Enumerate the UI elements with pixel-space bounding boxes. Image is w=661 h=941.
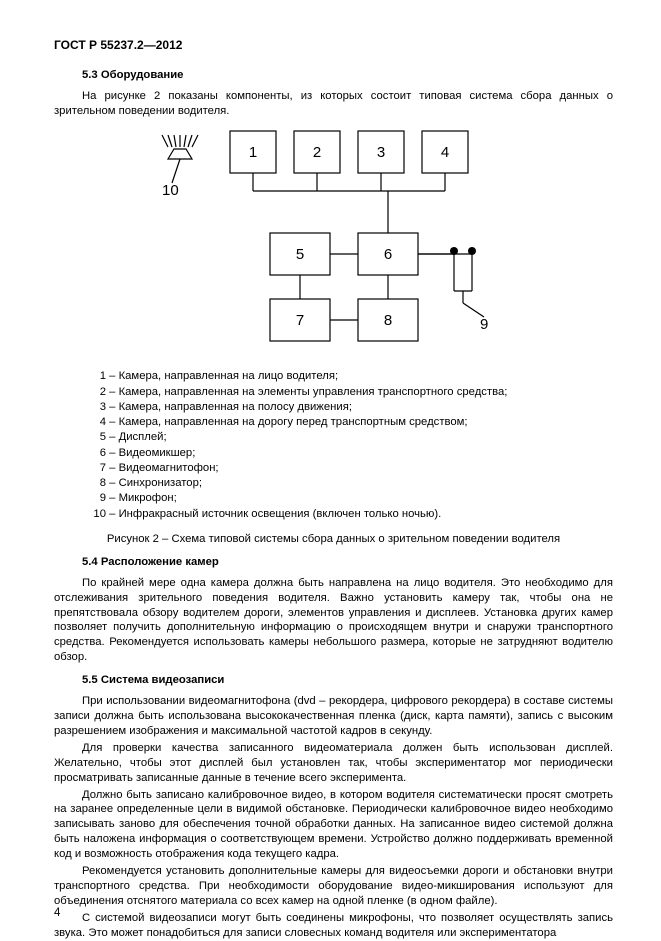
legend-item-text: Видеомагнитофон; <box>119 462 219 474</box>
legend-item: 9 – Микрофон; <box>92 491 613 506</box>
section-5-5-title: 5.5 Система видеозаписи <box>54 673 613 688</box>
svg-text:1: 1 <box>248 144 256 161</box>
legend-item-text: Камера, направленная на полосу движения; <box>119 401 352 413</box>
section-5-5-p2: Для проверки качества записанного видеом… <box>54 741 613 786</box>
figure-2-legend: 1 – Камера, направленная на лицо водител… <box>92 369 613 522</box>
legend-item: 3 – Камера, направленная на полосу движе… <box>92 400 613 415</box>
svg-text:6: 6 <box>383 246 391 263</box>
legend-item-number: 9 <box>92 491 106 506</box>
svg-text:3: 3 <box>376 144 384 161</box>
document-header: ГОСТ Р 55237.2—2012 <box>54 38 613 54</box>
legend-item-text: Инфракрасный источник освещения (включен… <box>119 508 442 520</box>
svg-text:2: 2 <box>312 144 320 161</box>
page-number: 4 <box>54 906 60 921</box>
section-5-3-p1: На рисунке 2 показаны компоненты, из кот… <box>54 89 613 119</box>
section-5-4-title: 5.4 Расположение камер <box>54 555 613 570</box>
legend-item-number: 5 <box>92 430 106 445</box>
page: ГОСТ Р 55237.2—2012 5.3 Оборудование На … <box>0 0 661 935</box>
diagram-svg: 10 1 2 3 4 5 6 7 8 9 <box>144 123 524 359</box>
section-5-5-p4: Рекомендуется установить дополнительные … <box>54 864 613 909</box>
legend-item: 6 – Видеомикшер; <box>92 446 613 461</box>
section-5-5-p3: Должно быть записано калибровочное видео… <box>54 788 613 863</box>
svg-text:8: 8 <box>383 312 391 329</box>
section-5-4-p1: По крайней мере одна камера должна быть … <box>54 576 613 665</box>
legend-item-text: Видеомикшер; <box>119 447 196 459</box>
legend-item-number: 4 <box>92 415 106 430</box>
legend-item: 10 – Инфракрасный источник освещения (вк… <box>92 507 613 522</box>
legend-item-text: Камера, направленная на дорогу перед тра… <box>119 416 468 428</box>
legend-item: 7 – Видеомагнитофон; <box>92 461 613 476</box>
legend-item-text: Камера, направленная на лицо водителя; <box>119 370 339 382</box>
legend-item-text: Дисплей; <box>119 431 167 443</box>
svg-text:7: 7 <box>295 312 303 329</box>
figure-2-diagram: 10 1 2 3 4 5 6 7 8 9 <box>54 123 613 364</box>
legend-item: 5 – Дисплей; <box>92 430 613 445</box>
legend-item-text: Синхронизатор; <box>119 477 202 489</box>
legend-item-text: Камера, направленная на элементы управле… <box>119 386 508 398</box>
section-5-3-title: 5.3 Оборудование <box>54 68 613 83</box>
legend-item-text: Микрофон; <box>119 492 177 504</box>
legend-item: 8 – Синхронизатор; <box>92 476 613 491</box>
legend-item-number: 2 <box>92 385 106 400</box>
legend-item-number: 7 <box>92 461 106 476</box>
svg-text:9: 9 <box>480 316 488 333</box>
legend-item-number: 6 <box>92 446 106 461</box>
section-5-5-p5: С системой видеозаписи могут быть соедин… <box>54 911 613 941</box>
legend-item: 4 – Камера, направленная на дорогу перед… <box>92 415 613 430</box>
legend-item-number: 3 <box>92 400 106 415</box>
legend-item: 2 – Камера, направленная на элементы упр… <box>92 385 613 400</box>
section-5-5-p1: При использовании видеомагнитофона (dvd … <box>54 694 613 739</box>
legend-item-number: 10 <box>92 507 106 522</box>
svg-text:5: 5 <box>295 246 303 263</box>
legend-item-number: 1 <box>92 369 106 384</box>
svg-text:10: 10 <box>162 182 179 199</box>
legend-item: 1 – Камера, направленная на лицо водител… <box>92 369 613 384</box>
legend-item-number: 8 <box>92 476 106 491</box>
figure-2-caption: Рисунок 2 – Схема типовой системы сбора … <box>54 532 613 547</box>
svg-text:4: 4 <box>440 144 448 161</box>
